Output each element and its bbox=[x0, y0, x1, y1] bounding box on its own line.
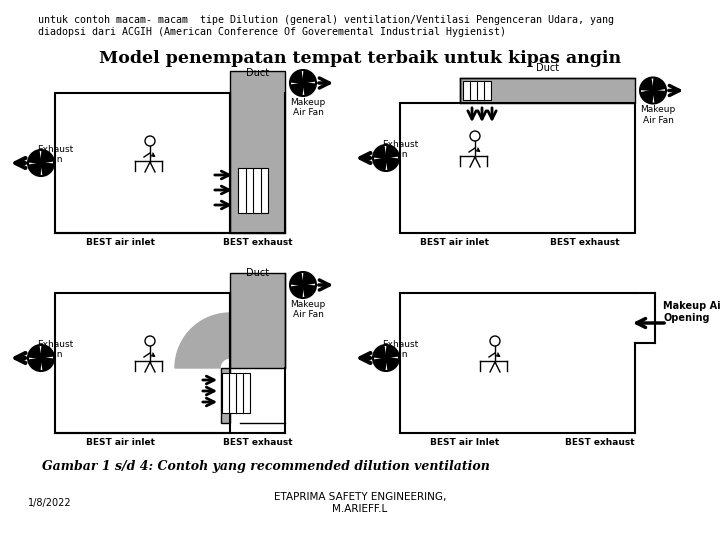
Bar bbox=[463, 81, 491, 100]
Text: BEST exhaust: BEST exhaust bbox=[550, 238, 620, 247]
Circle shape bbox=[373, 145, 399, 171]
Bar bbox=[221, 368, 230, 423]
Polygon shape bbox=[374, 146, 386, 158]
Polygon shape bbox=[303, 71, 315, 83]
Text: Gambar 1 s/d 4: Contoh yang recommended dilution ventilation: Gambar 1 s/d 4: Contoh yang recommended … bbox=[42, 460, 490, 473]
Bar bbox=[230, 71, 285, 233]
Text: Exhaust
Fan: Exhaust Fan bbox=[37, 145, 73, 164]
Text: diadopsi dari ACGIH (American Conference Of Goveremental Industrial Hygienist): diadopsi dari ACGIH (American Conference… bbox=[38, 27, 506, 37]
Bar bbox=[460, 78, 635, 103]
Bar bbox=[55, 93, 230, 233]
Polygon shape bbox=[374, 358, 386, 370]
Polygon shape bbox=[291, 285, 303, 297]
Circle shape bbox=[290, 272, 316, 298]
Text: Makeup
Air Fan: Makeup Air Fan bbox=[640, 105, 675, 125]
Polygon shape bbox=[41, 163, 53, 175]
Text: 1/8/2022: 1/8/2022 bbox=[28, 498, 71, 508]
Text: Makeup
Air Fan: Makeup Air Fan bbox=[290, 98, 325, 117]
Circle shape bbox=[28, 150, 54, 176]
Bar bbox=[55, 293, 230, 433]
Text: Duct: Duct bbox=[246, 268, 269, 278]
Circle shape bbox=[640, 78, 666, 104]
Polygon shape bbox=[386, 146, 397, 158]
Polygon shape bbox=[41, 151, 53, 163]
Polygon shape bbox=[374, 158, 386, 170]
Text: Duct: Duct bbox=[536, 63, 559, 73]
Text: ETAPRIMA SAFETY ENGINEERING,: ETAPRIMA SAFETY ENGINEERING, bbox=[274, 492, 446, 502]
Polygon shape bbox=[30, 163, 41, 175]
Text: Exhaust
Fan: Exhaust Fan bbox=[37, 340, 73, 360]
Text: BEST air inlet: BEST air inlet bbox=[86, 238, 155, 247]
Polygon shape bbox=[386, 158, 398, 170]
Bar bbox=[230, 273, 285, 368]
Polygon shape bbox=[303, 285, 315, 297]
Text: Makeup Air
Opening: Makeup Air Opening bbox=[663, 301, 720, 322]
Text: M.ARIEFF.L: M.ARIEFF.L bbox=[333, 504, 387, 514]
Text: BEST air inlet: BEST air inlet bbox=[420, 238, 490, 247]
Bar bbox=[238, 168, 268, 213]
Polygon shape bbox=[303, 83, 315, 95]
Polygon shape bbox=[642, 91, 653, 103]
Text: BEST exhaust: BEST exhaust bbox=[222, 238, 292, 247]
Polygon shape bbox=[653, 79, 665, 91]
Text: BEST exhaust: BEST exhaust bbox=[222, 438, 292, 447]
Polygon shape bbox=[653, 91, 665, 102]
Text: BEST air inlet: BEST air inlet bbox=[86, 438, 155, 447]
Text: Exhaust
Fan: Exhaust Fan bbox=[382, 340, 418, 360]
Bar bbox=[400, 103, 635, 233]
Text: Makeup
Air Fan: Makeup Air Fan bbox=[290, 300, 325, 319]
Circle shape bbox=[290, 70, 316, 96]
Text: Exhaust
Fan: Exhaust Fan bbox=[382, 140, 418, 159]
Polygon shape bbox=[29, 151, 41, 163]
Circle shape bbox=[373, 345, 399, 371]
Polygon shape bbox=[386, 346, 397, 358]
Text: BEST air Inlet: BEST air Inlet bbox=[431, 438, 500, 447]
Polygon shape bbox=[374, 346, 386, 358]
Polygon shape bbox=[386, 358, 398, 370]
Polygon shape bbox=[29, 346, 41, 358]
Polygon shape bbox=[641, 79, 653, 91]
Polygon shape bbox=[41, 346, 53, 358]
Polygon shape bbox=[303, 273, 315, 285]
Polygon shape bbox=[291, 273, 303, 285]
Polygon shape bbox=[291, 83, 303, 95]
Polygon shape bbox=[41, 358, 53, 370]
Text: BEST exhaust: BEST exhaust bbox=[565, 438, 635, 447]
Text: Duct: Duct bbox=[246, 68, 269, 78]
Bar bbox=[222, 373, 250, 413]
Text: Model penempatan tempat terbaik untuk kipas angin: Model penempatan tempat terbaik untuk ki… bbox=[99, 50, 621, 67]
Polygon shape bbox=[291, 71, 303, 83]
Circle shape bbox=[28, 345, 54, 371]
Text: untuk contoh macam- macam  tipe Dilution (general) ventilation/Ventilasi Pengenc: untuk contoh macam- macam tipe Dilution … bbox=[38, 15, 614, 25]
Polygon shape bbox=[175, 313, 230, 368]
Polygon shape bbox=[30, 358, 41, 370]
